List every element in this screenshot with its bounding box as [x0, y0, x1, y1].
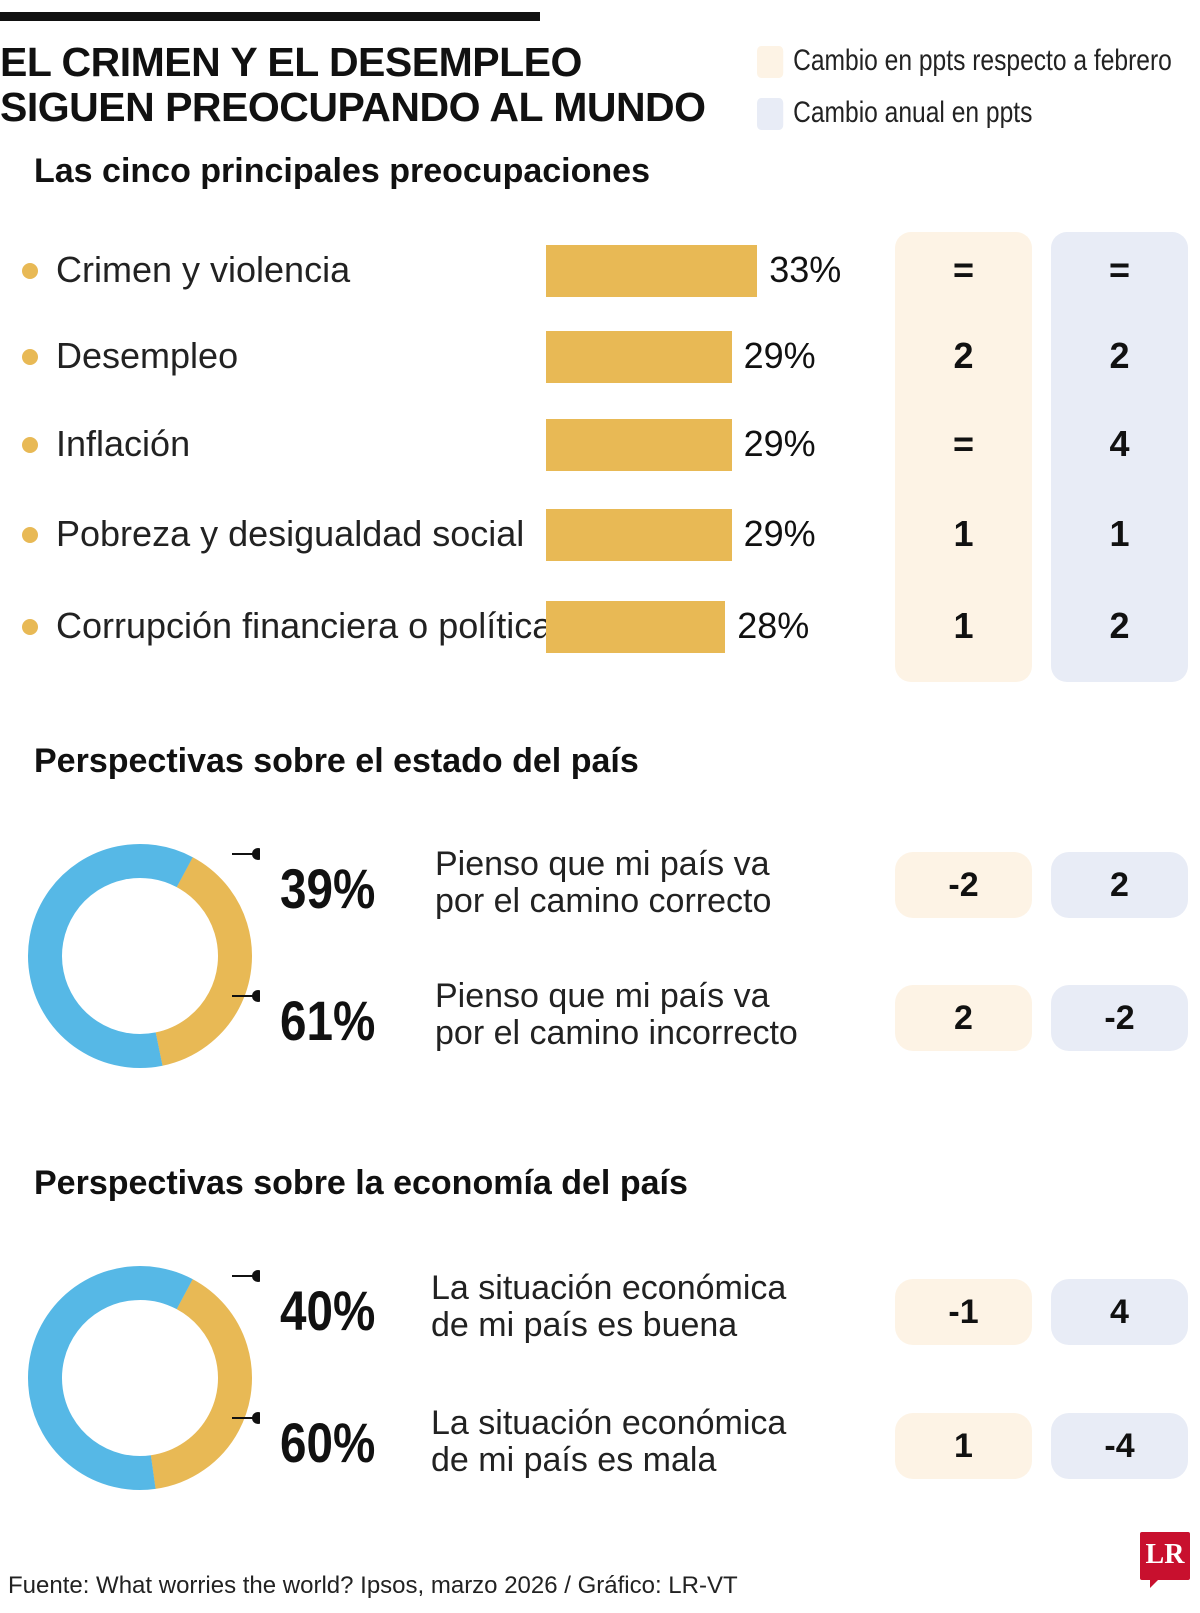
- country-right-feb-change: -2: [895, 852, 1032, 918]
- legend-label-annual: Cambio anual en ppts: [793, 96, 1033, 129]
- country-right-percent: 39%: [280, 857, 376, 920]
- economy-bad-percent: 60%: [280, 1411, 376, 1474]
- economy-bad-line-2: de mi país es mala: [431, 1441, 717, 1479]
- concern-feb-change: 1: [953, 605, 974, 646]
- concern-annual-change: 2: [1109, 605, 1130, 646]
- concern-percent: 33%: [769, 249, 842, 290]
- legend-item-annual: Cambio anual en ppts: [757, 96, 1033, 131]
- economy-good-line-2: de mi país es buena: [431, 1306, 738, 1344]
- country-wrong-percent: 61%: [280, 989, 376, 1052]
- concern-percent: 29%: [743, 513, 816, 554]
- lr-logo-tail: [1150, 1578, 1160, 1588]
- concern-annual-change: 1: [1109, 513, 1130, 554]
- economy-good-line-1: La situación económica: [431, 1269, 787, 1307]
- concern-bar: [546, 331, 732, 383]
- country-section-title: Perspectivas sobre el estado del país: [34, 742, 639, 780]
- economy-good-percent: 40%: [280, 1279, 376, 1342]
- economy-good-feb-change: -1: [895, 1279, 1032, 1345]
- economy-bad-annual-change: -4: [1051, 1413, 1188, 1479]
- economy-donut-chart: [27, 1266, 260, 1490]
- concern-annual-change: =: [1108, 249, 1131, 290]
- concern-annual-change: 2: [1109, 335, 1130, 376]
- economy-section-title: Perspectivas sobre la economía del país: [34, 1164, 688, 1202]
- country-segment-negative: [28, 844, 252, 1068]
- concern-label: Crimen y violencia: [56, 249, 351, 290]
- bullet-dot: [22, 619, 38, 635]
- source-note: Fuente: What worries the world? Ipsos, m…: [8, 1572, 738, 1599]
- concern-bar: [546, 245, 758, 297]
- country-wrong-statement: Pienso que mi país va por el camino inco…: [435, 978, 798, 1052]
- country-wrong-annual-change: -2: [1051, 985, 1188, 1051]
- concern-feb-change: =: [952, 423, 975, 464]
- legend-swatch-annual: [757, 98, 784, 131]
- country-right-line-2: por el camino correcto: [435, 882, 772, 920]
- legend-item-february: Cambio en ppts respecto a febrero: [757, 44, 1172, 79]
- lr-logo: LR: [1140, 1532, 1190, 1580]
- title-line-2: SIGUEN PREOCUPANDO AL MUNDO: [0, 84, 706, 130]
- page-title: EL CRIMEN Y EL DESEMPLEO SIGUEN PREOCUPA…: [0, 40, 720, 130]
- country-leader-dot: [252, 990, 260, 1002]
- bullet-dot: [22, 527, 38, 543]
- concern-bar: [546, 601, 726, 653]
- country-wrong-line-2: por el camino incorrecto: [435, 1014, 798, 1052]
- bullet-dot: [22, 263, 38, 279]
- economy-bad-line-1: La situación económica: [431, 1404, 787, 1442]
- country-donut-chart: [27, 844, 260, 1068]
- economy-good-annual-change: 4: [1051, 1279, 1188, 1345]
- country-wrong-line-1: Pienso que mi país va: [435, 977, 770, 1015]
- concern-label: Corrupción financiera o política: [56, 605, 553, 646]
- concern-row: Crimen y violencia 33% = =: [0, 236, 1200, 306]
- concern-percent: 29%: [743, 335, 816, 376]
- february-change-column: [895, 232, 1032, 682]
- concern-feb-change: =: [952, 249, 975, 290]
- concern-bar: [546, 419, 732, 471]
- concern-row: Desempleo 29% 2 2: [0, 322, 1200, 392]
- concerns-section-title: Las cinco principales preocupaciones: [34, 152, 650, 190]
- top-rule: [0, 12, 540, 21]
- country-right-statement: Pienso que mi país va por el camino corr…: [435, 846, 771, 920]
- economy-leader-dot: [252, 1270, 260, 1282]
- concern-bar: [546, 509, 732, 561]
- economy-bad-feb-change: 1: [895, 1413, 1032, 1479]
- concern-row: Inflación 29% = 4: [0, 410, 1200, 480]
- economy-leader-dot: [252, 1412, 260, 1424]
- economy-good-statement: La situación económica de mi país es bue…: [431, 1270, 786, 1344]
- country-right-annual-change: 2: [1051, 852, 1188, 918]
- bullet-dot: [22, 437, 38, 453]
- concern-label: Desempleo: [56, 335, 239, 376]
- country-leader-dot: [252, 848, 260, 860]
- concern-row: Pobreza y desigualdad social 29% 1 1: [0, 500, 1200, 570]
- concern-percent: 29%: [743, 423, 816, 464]
- economy-bad-statement: La situación económica de mi país es mal…: [431, 1405, 786, 1479]
- country-wrong-feb-change: 2: [895, 985, 1032, 1051]
- title-line-1: EL CRIMEN Y EL DESEMPLEO: [0, 39, 582, 85]
- annual-change-column: [1051, 232, 1188, 682]
- concern-feb-change: 1: [953, 513, 974, 554]
- concern-percent: 28%: [737, 605, 810, 646]
- country-right-line-1: Pienso que mi país va: [435, 845, 770, 883]
- concern-label: Inflación: [56, 423, 191, 464]
- concern-label: Pobreza y desigualdad social: [56, 513, 525, 554]
- concern-feb-change: 2: [953, 335, 974, 376]
- legend-swatch-february: [757, 46, 784, 79]
- concern-row: Corrupción financiera o política 28% 1 2: [0, 592, 1200, 662]
- concern-annual-change: 4: [1109, 423, 1130, 464]
- legend-label-february: Cambio en ppts respecto a febrero: [793, 44, 1172, 77]
- bullet-dot: [22, 349, 38, 365]
